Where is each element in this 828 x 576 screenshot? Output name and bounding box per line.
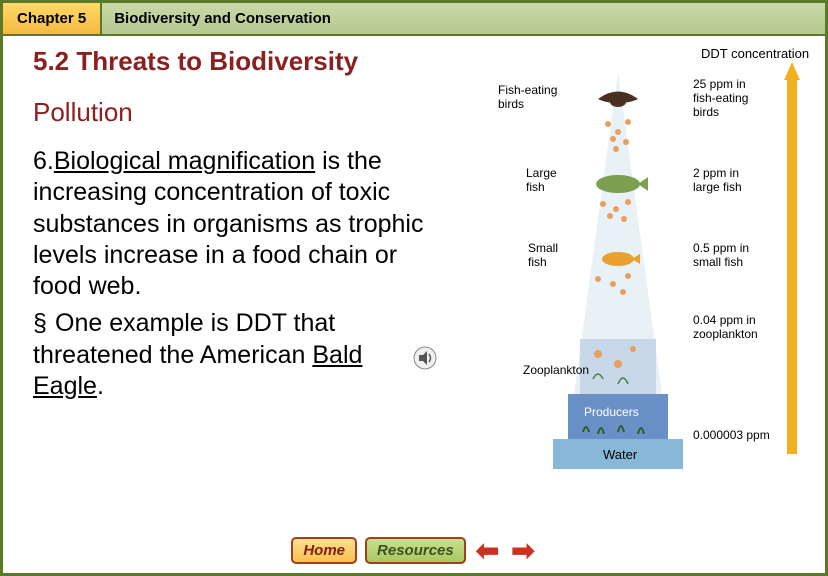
prev-arrow-icon[interactable]: ⬅ <box>474 534 501 567</box>
header-bar: Chapter 5 Biodiversity and Conservation <box>3 3 825 36</box>
glossary-term[interactable]: Biological magnification <box>54 147 315 175</box>
level-value-2: 0.5 ppm in <box>693 241 749 255</box>
zooplankton-label: Zooplankton <box>523 363 589 377</box>
svg-text:large fish: large fish <box>693 180 742 194</box>
svg-text:fish: fish <box>526 180 545 194</box>
example-text-2: . <box>97 372 104 400</box>
item-number: 6. <box>33 146 54 177</box>
svg-text:fish-eating: fish-eating <box>693 91 748 105</box>
level-label-1: Large <box>526 166 557 180</box>
level-value-3: 0.04 ppm in <box>693 313 756 327</box>
producers-label: Producers <box>584 405 639 419</box>
chapter-title: Biodiversity and Conservation <box>102 3 343 34</box>
level-value-1: 2 ppm in <box>693 166 739 180</box>
diagram-title: DDT concentration <box>701 46 809 61</box>
definition-item: 6.Biological magnification is the increa… <box>33 146 433 302</box>
home-button[interactable]: Home <box>291 537 357 564</box>
level-value-4: 0.000003 ppm <box>693 428 770 442</box>
svg-text:fish: fish <box>528 255 547 269</box>
example-item: §One example is DDT that threatened the … <box>33 308 433 402</box>
biomagnification-diagram: DDT concentration Water Producers 0.0000… <box>468 44 813 471</box>
svg-text:birds: birds <box>498 97 524 111</box>
level-label-0: Fish-eating <box>498 83 557 97</box>
content-area: 5.2 Threats to Biodiversity Pollution 6.… <box>3 36 825 536</box>
next-arrow-icon[interactable]: ➡ <box>509 534 536 567</box>
chapter-tab: Chapter 5 <box>3 3 102 34</box>
resources-button[interactable]: Resources <box>365 537 466 564</box>
example-text-1: One example is DDT that threatened the A… <box>33 309 335 368</box>
body-text: 6.Biological magnification is the increa… <box>33 146 433 402</box>
audio-icon[interactable] <box>413 346 437 370</box>
footer-nav: Home Resources ⬅ ➡ <box>3 534 825 567</box>
svg-text:zooplankton: zooplankton <box>693 327 758 341</box>
bullet-marker: § <box>33 308 55 339</box>
slide-container: Chapter 5 Biodiversity and Conservation … <box>0 0 828 576</box>
level-value-0: 25 ppm in <box>693 77 746 91</box>
svg-text:birds: birds <box>693 105 719 119</box>
svg-text:small fish: small fish <box>693 255 743 269</box>
level-label-2: Small <box>528 241 558 255</box>
water-label: Water <box>603 447 638 462</box>
